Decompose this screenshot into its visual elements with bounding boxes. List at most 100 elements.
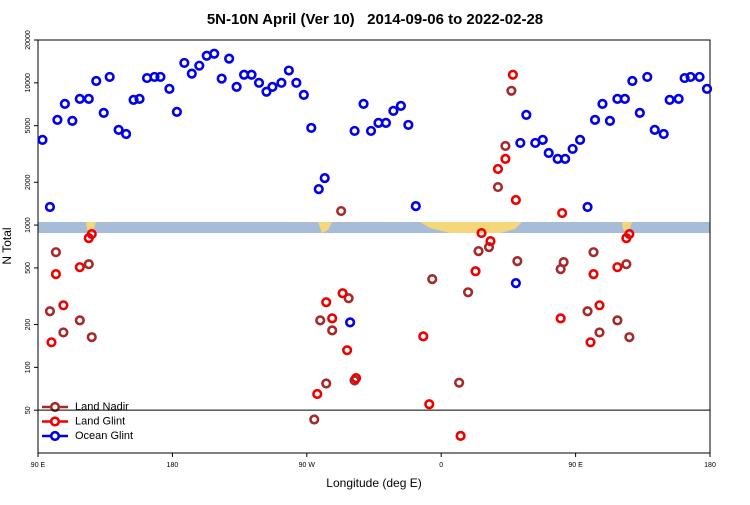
point <box>155 71 166 83</box>
point <box>224 53 235 64</box>
point <box>462 287 474 298</box>
point <box>500 140 511 152</box>
point <box>231 81 242 92</box>
point <box>500 153 511 164</box>
point <box>380 117 392 128</box>
x-tick-label: 90 W <box>299 462 316 469</box>
point <box>319 172 330 184</box>
point <box>612 315 623 326</box>
point <box>327 313 338 324</box>
point <box>121 128 132 140</box>
y-tick-label: 5000 <box>25 118 32 134</box>
legend-label: Ocean Glint <box>75 430 133 442</box>
point <box>612 262 623 273</box>
point <box>312 388 323 400</box>
point <box>91 75 102 87</box>
point <box>427 274 438 285</box>
point <box>83 93 94 104</box>
point <box>46 337 57 348</box>
point <box>492 181 504 193</box>
point <box>658 128 669 140</box>
point <box>216 73 227 84</box>
point <box>327 325 338 336</box>
y-tick-label: 200 <box>25 319 32 331</box>
point <box>246 69 257 80</box>
point <box>52 114 63 125</box>
point <box>627 75 638 87</box>
point <box>315 315 326 326</box>
legend-marker <box>49 430 61 442</box>
point <box>664 94 675 105</box>
legend-label: Land Glint <box>75 415 125 427</box>
point <box>470 266 481 277</box>
y-tick-label: 500 <box>25 262 32 274</box>
legend-label: Land Nadir <box>75 401 129 413</box>
point <box>557 207 568 219</box>
legend-marker <box>49 416 61 427</box>
point <box>388 105 399 116</box>
x-axis-label: Longitude (deg E) <box>326 476 421 490</box>
point <box>321 297 332 308</box>
point <box>588 247 599 258</box>
point <box>473 246 484 257</box>
point <box>267 81 278 92</box>
point <box>164 83 175 94</box>
point <box>67 115 78 126</box>
point <box>642 71 653 83</box>
point <box>306 122 317 134</box>
point <box>679 72 690 84</box>
point <box>86 228 97 240</box>
point <box>685 71 696 83</box>
point <box>349 125 360 137</box>
point <box>621 259 632 270</box>
point <box>44 306 56 317</box>
point <box>507 69 518 80</box>
y-tick-label: 2000 <box>25 174 32 190</box>
point <box>37 134 48 146</box>
point <box>253 77 265 88</box>
y-tick-label: 100 <box>25 361 32 373</box>
point <box>194 60 205 71</box>
point <box>649 124 660 135</box>
point <box>186 68 197 79</box>
point <box>597 98 608 109</box>
point <box>395 100 406 111</box>
point <box>567 143 578 155</box>
point <box>104 71 115 83</box>
point <box>74 93 85 104</box>
x-tick-label: 90 E <box>31 462 46 469</box>
point <box>555 313 566 324</box>
chart-title: 5N-10N April (Ver 10) 2014-09-06 to 2022… <box>207 11 543 28</box>
point <box>694 71 705 83</box>
point <box>128 94 139 105</box>
point <box>585 337 596 348</box>
point <box>543 147 554 159</box>
point <box>619 93 630 104</box>
map-band <box>38 222 710 233</box>
point <box>350 373 362 384</box>
point <box>291 77 302 88</box>
y-tick-label: 20000 <box>25 30 32 50</box>
point <box>358 98 369 109</box>
legend-marker <box>49 401 61 413</box>
point <box>113 124 124 135</box>
point <box>410 200 421 212</box>
point <box>510 278 521 289</box>
x-tick-label: 90 E <box>568 462 583 469</box>
point <box>634 107 645 118</box>
point <box>485 236 496 247</box>
point <box>83 259 94 270</box>
point <box>86 332 97 343</box>
point <box>345 317 356 328</box>
y-tick-label: 50 <box>25 406 32 414</box>
point <box>74 315 85 326</box>
point <box>515 137 526 149</box>
point <box>342 345 353 356</box>
point <box>582 201 593 213</box>
point <box>74 262 85 273</box>
point <box>337 288 348 299</box>
point <box>403 119 414 131</box>
point <box>365 125 377 137</box>
point <box>309 414 320 425</box>
y-tick-label: 10000 <box>25 73 32 93</box>
